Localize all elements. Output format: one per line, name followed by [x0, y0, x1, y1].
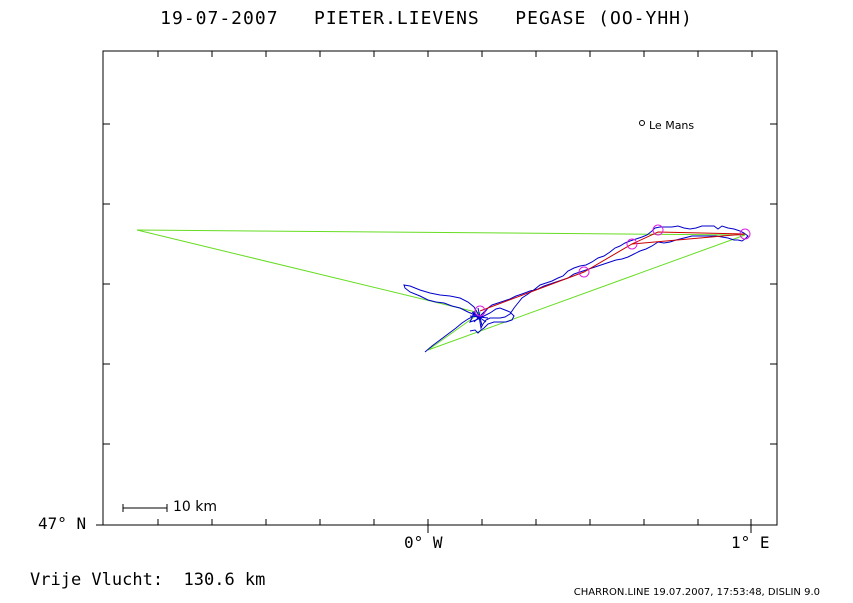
task-triangle — [136, 229, 746, 351]
scored-route — [479, 231, 746, 312]
footer-info: CHARRON.LINE 19.07.2007, 17:53:48, DISLI… — [573, 587, 820, 598]
flight-distance: Vrije Vlucht: 130.6 km — [30, 570, 266, 590]
title-glider: PEGASE (OO-YHH) — [515, 8, 693, 29]
longitude-west-label: 0° W — [404, 533, 443, 552]
right-axis-ticks — [770, 123, 777, 445]
turnpoint-1 — [578, 266, 590, 278]
map-frame — [102, 50, 778, 526]
top-axis-ticks — [157, 51, 753, 57]
turnpoint-end — [739, 228, 751, 240]
title-pilot: PIETER.LIEVENS — [314, 8, 480, 29]
turnpoints — [474, 224, 751, 317]
gps-track — [403, 225, 749, 353]
left-axis-ticks — [96, 123, 110, 526]
turnpoint-start — [474, 305, 486, 317]
bottom-axis-ticks — [157, 519, 752, 533]
city-label: Le Mans — [649, 119, 695, 132]
turnpoint-3 — [652, 224, 664, 236]
longitude-east-label: 1° E — [731, 533, 770, 552]
scale-bar — [122, 504, 168, 512]
title-date: 19-07-2007 — [160, 8, 279, 29]
turnpoint-2 — [626, 238, 638, 250]
latitude-label: 47° N — [38, 514, 87, 533]
city-marker — [639, 120, 645, 126]
flight-title: 19-07-2007 PIETER.LIEVENS PEGASE (OO-YHH… — [0, 8, 853, 29]
scored-route-segment — [631, 233, 746, 245]
scale-label: 10 km — [173, 499, 218, 515]
